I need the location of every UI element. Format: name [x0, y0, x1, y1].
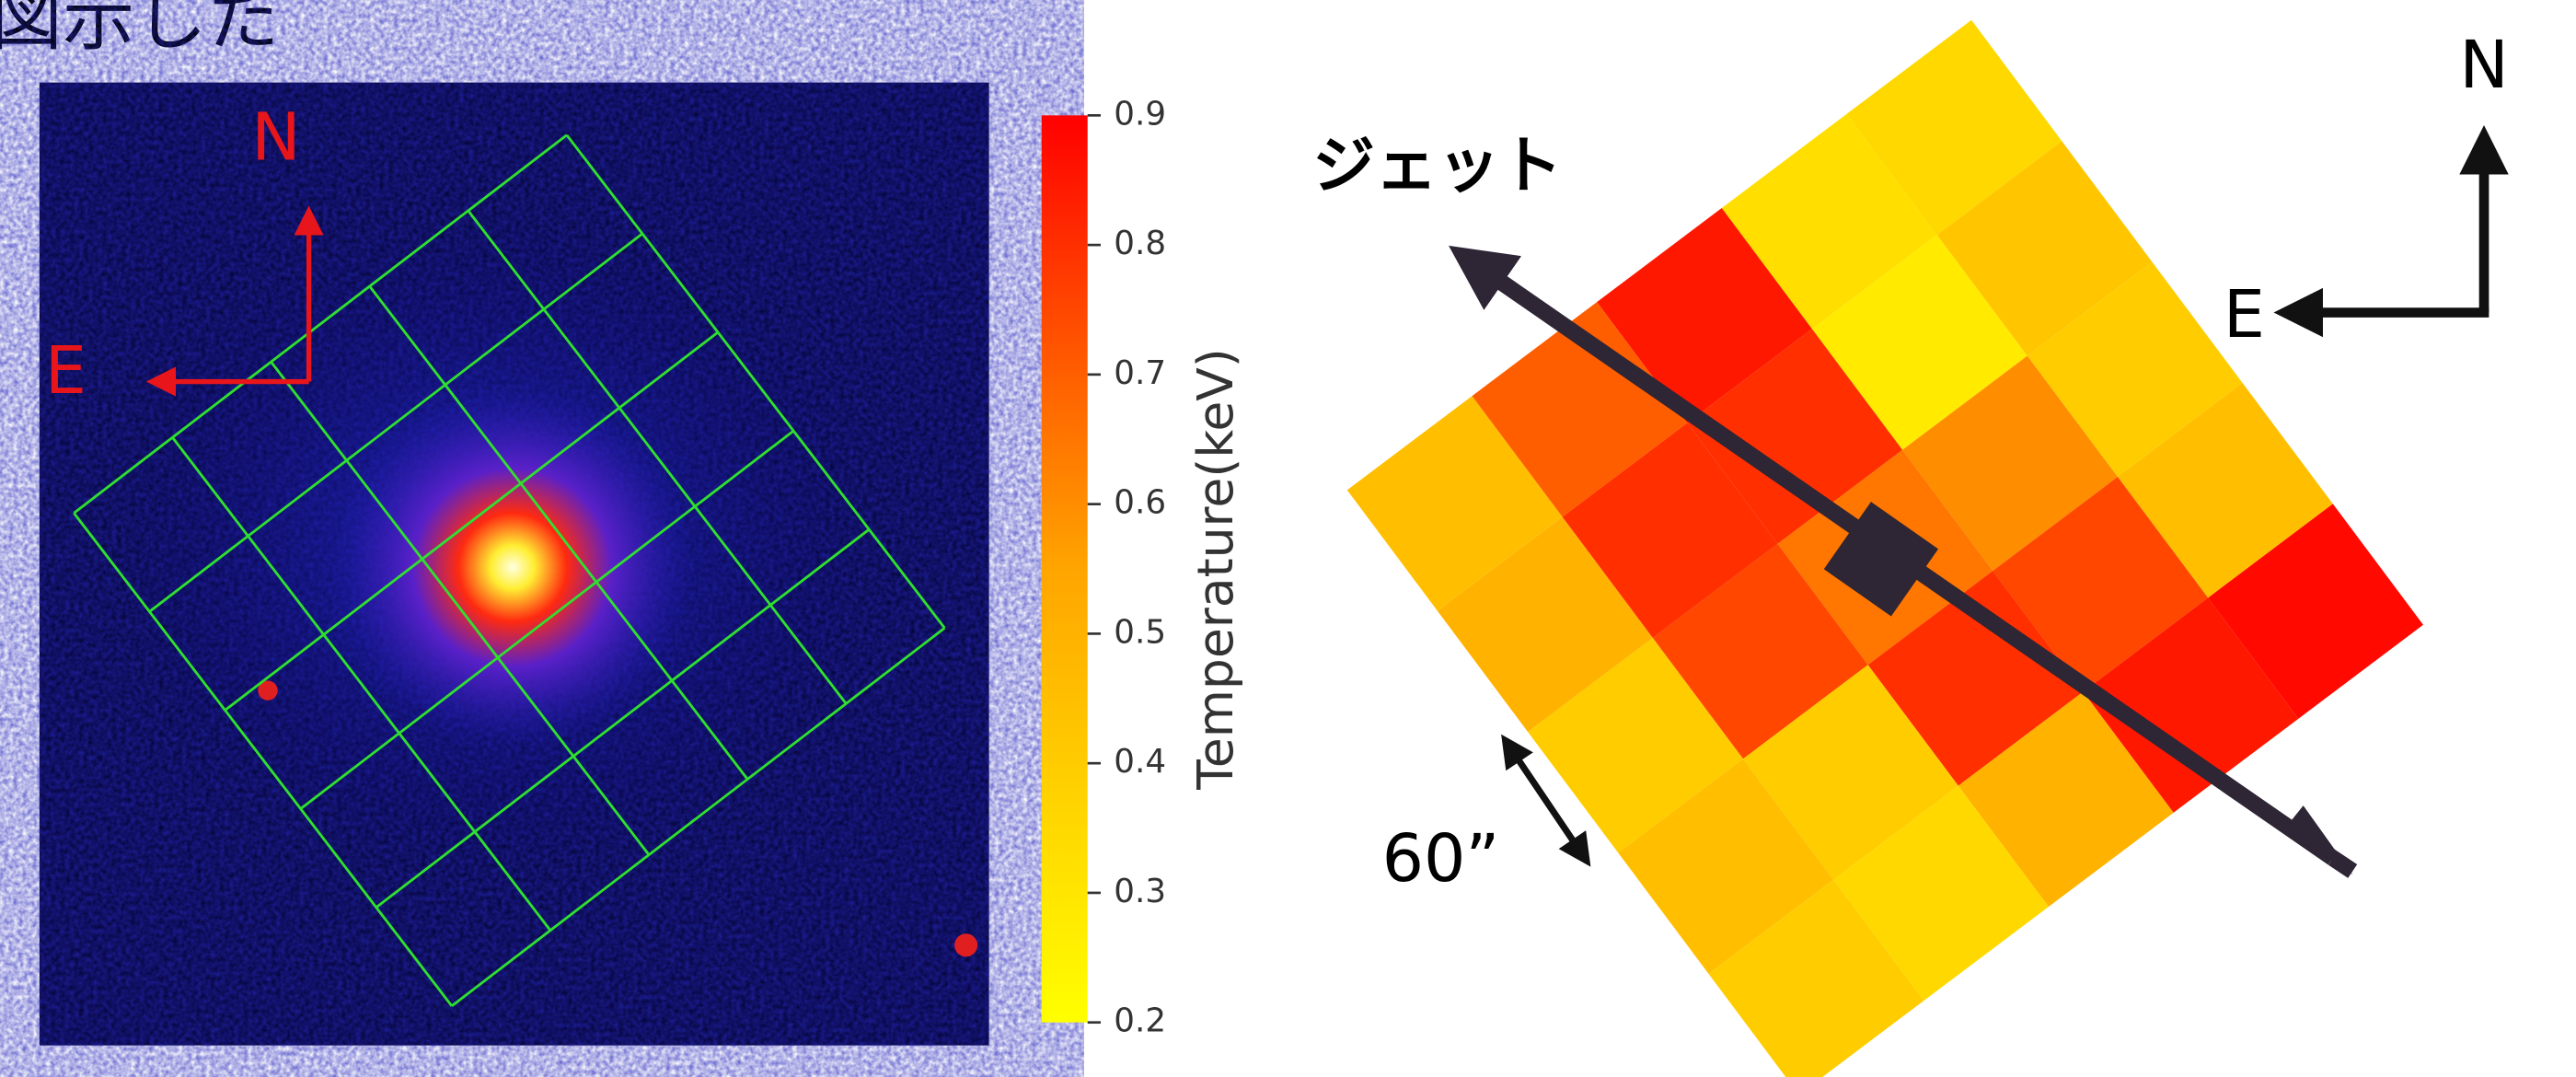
colorbar-tick-label: 0.7	[1114, 354, 1166, 392]
colorbar-tick-label: 0.9	[1114, 95, 1166, 133]
figure: 図示した N E Temperature(keV) 0.2 0.3 0.4 0.5 0.…	[0, 0, 2576, 1077]
xray-image: N E	[40, 83, 989, 1046]
north-label: N	[2459, 27, 2508, 103]
colorbar-bar	[1042, 115, 1088, 1022]
colorbar-tick-label: 0.4	[1114, 743, 1166, 781]
jet-label: ジェット	[1312, 129, 1562, 202]
north-label: N	[251, 98, 300, 175]
core-emission	[332, 387, 694, 748]
page: {"heading":"図示した", "xray_image":{"north_…	[0, 0, 2576, 1077]
colorbar-tick-label: 0.3	[1114, 873, 1166, 910]
east-label: E	[2224, 276, 2265, 353]
heading: 図示した	[0, 0, 279, 61]
colorbar-tick-label: 0.6	[1114, 484, 1166, 522]
colorbar: Temperature(keV) 0.2 0.3 0.4 0.5 0.6 0.7 0.8 0.…	[1042, 95, 1244, 1039]
scale-label: 60”	[1382, 820, 1500, 897]
colorbar-tick-label: 0.2	[1114, 1002, 1166, 1040]
colorbar-tick-label: 0.5	[1114, 613, 1166, 651]
east-label: E	[45, 332, 87, 409]
colorbar-label: Temperature(keV)	[1186, 348, 1244, 791]
colorbar-tick-label: 0.8	[1114, 225, 1166, 262]
point-source	[954, 933, 977, 956]
